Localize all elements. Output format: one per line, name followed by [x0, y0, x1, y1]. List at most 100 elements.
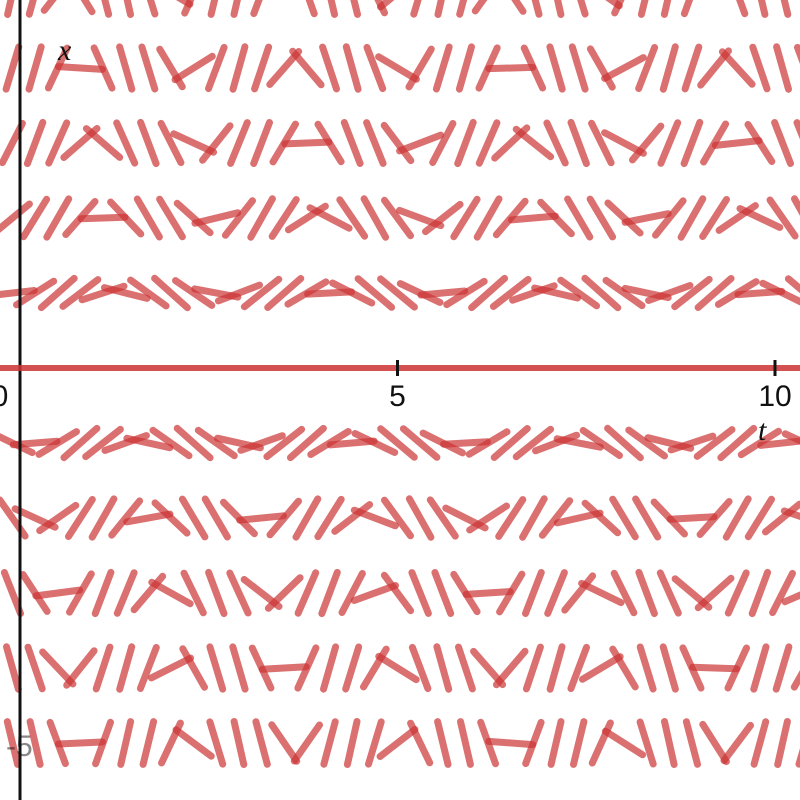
slope-segment [66, 570, 95, 616]
slope-segment [405, 45, 435, 91]
slope-segment [90, 44, 116, 92]
slope-segment [677, 195, 707, 241]
slope-segment [117, 718, 135, 768]
slope-segment [604, 424, 644, 462]
slope-segment [567, 118, 590, 168]
slope-segment [3, 643, 22, 693]
slope-segment [522, 569, 545, 617]
slope-segment [396, 131, 445, 155]
slope-segment [342, 43, 362, 93]
slope-segment [454, 118, 477, 168]
slope-segment [434, 718, 452, 768]
slope-field-segments [0, 0, 800, 768]
slope-segment [680, 0, 694, 18]
slope-segment [32, 586, 84, 600]
slope-segment [363, 119, 387, 167]
slope-segment [567, 643, 590, 693]
slope-segment [601, 54, 647, 82]
slope-segment [645, 282, 694, 304]
slope-segment [377, 0, 395, 11]
slope-segment [546, 643, 566, 693]
slope-segment [171, 52, 216, 84]
slope-segment [405, 495, 435, 541]
slope-segment [543, 119, 569, 167]
slope-segment [376, 726, 419, 760]
slope-segment [561, 572, 597, 614]
slope-segment [578, 579, 625, 607]
slope-segment [113, 119, 139, 167]
slope-segment [696, 498, 733, 538]
slope-segment [748, 568, 772, 618]
slope-segment [455, 643, 476, 693]
slope-segment [137, 118, 160, 168]
slope-segment [266, 497, 302, 539]
slope-segment [294, 644, 320, 692]
slope-segment [380, 121, 415, 165]
slope-segment [724, 569, 750, 617]
slope-segment [557, 276, 601, 310]
slope-segment [113, 569, 138, 617]
slope-segment [588, 119, 615, 167]
slope-segment [63, 647, 98, 689]
slope-segment [180, 569, 207, 617]
slope-segment [720, 721, 754, 765]
slope-segment [417, 287, 469, 299]
slope-segment [718, 48, 756, 88]
slope-segment [553, 435, 604, 451]
slope-segment [286, 424, 327, 462]
slope-segment [443, 277, 488, 309]
slope-segment [604, 199, 644, 237]
slope-segment [92, 643, 114, 693]
slope-segment [54, 738, 106, 748]
slope-segment [229, 643, 249, 693]
slope-segment [465, 428, 511, 458]
slope-segment [381, 196, 414, 240]
slope-segment [331, 501, 374, 535]
slope-segment [689, 663, 741, 673]
slope-segment [80, 0, 96, 16]
slope-segment [148, 578, 194, 608]
slope-segment [659, 643, 679, 693]
slope-segment [586, 45, 616, 91]
slope-segment [327, 0, 338, 18]
slope-segment [0, 287, 38, 298]
slope-segment [264, 574, 304, 612]
slope-segment [407, 719, 434, 767]
slope-segment [173, 424, 214, 462]
slope-segment [377, 275, 418, 311]
slope-segment [632, 495, 662, 541]
slope-segment [329, 279, 376, 307]
slope-segment [635, 568, 658, 618]
slope-segment [531, 0, 543, 18]
slope-segment [667, 432, 717, 454]
slope-segment [722, 495, 752, 541]
slope-segment [408, 643, 432, 693]
slope-segment [318, 568, 341, 618]
slope-segment [610, 569, 638, 617]
slope-segment [36, 501, 80, 535]
slope-segment [40, 0, 57, 14]
slope-segment [0, 569, 24, 617]
slope-segment [108, 497, 144, 539]
slope-segment [579, 653, 624, 683]
slope-segment [757, 0, 769, 18]
slope-segment [136, 644, 160, 692]
slope-segment [410, 0, 422, 18]
slope-segment [422, 200, 464, 236]
slope-segment [173, 199, 214, 237]
slope-segment [602, 276, 646, 310]
slope-segment [294, 569, 320, 617]
slope-segment [693, 426, 736, 460]
slope-segment [264, 275, 305, 311]
slope-segment [2, 43, 23, 93]
slope-segment [766, 196, 799, 240]
slope-segment [268, 196, 300, 240]
slope-segment [101, 0, 113, 18]
slope-segment [138, 43, 159, 93]
slope-segment [240, 275, 283, 311]
slope-segment [601, 727, 647, 759]
slope-segment [546, 43, 566, 93]
slope-segment [258, 663, 310, 673]
slope-segment [681, 43, 703, 93]
slope-segment [350, 506, 399, 530]
